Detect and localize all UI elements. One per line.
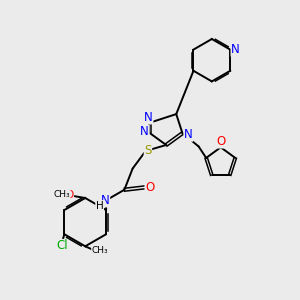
Text: N: N [231,43,240,56]
Text: N: N [101,194,110,207]
Text: N: N [144,111,153,124]
Text: N: N [184,128,193,141]
Text: O: O [145,181,154,194]
Text: O: O [216,135,225,148]
Text: N: N [140,125,149,138]
Text: S: S [144,144,152,157]
Text: Cl: Cl [56,239,68,253]
Text: H: H [96,201,104,211]
Text: O: O [65,190,74,200]
Text: CH₃: CH₃ [92,246,108,255]
Text: CH₃: CH₃ [53,190,70,199]
